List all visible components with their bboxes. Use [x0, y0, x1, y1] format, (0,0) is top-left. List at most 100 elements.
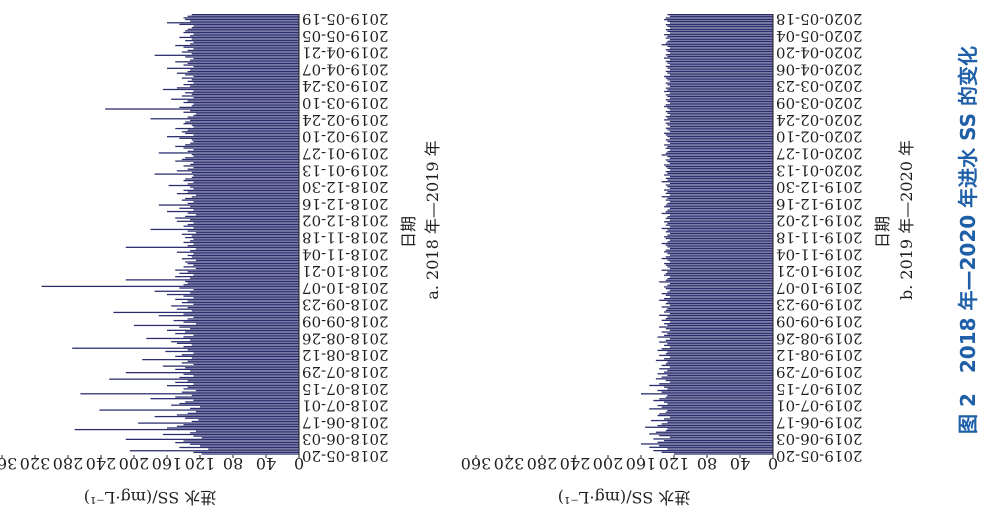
bar [661, 406, 774, 408]
bar [659, 368, 773, 370]
y-tick-label: 40 [256, 454, 276, 473]
bar [661, 331, 774, 333]
bar [669, 239, 774, 241]
bar [665, 192, 773, 195]
y-tick-label: 240 [560, 454, 591, 473]
y-tick-label: 80 [697, 454, 717, 473]
bar [669, 169, 774, 171]
bar [125, 246, 299, 248]
xlabel-a: 日期 [399, 216, 418, 248]
bar [645, 426, 774, 428]
date-label: 2018-07-15 [302, 380, 388, 398]
bar [650, 419, 773, 422]
bar [183, 179, 299, 182]
bar [193, 399, 299, 401]
bar [661, 212, 774, 215]
bar [185, 417, 299, 419]
bar [661, 348, 774, 350]
y-tick-label: 120 [659, 454, 690, 473]
date-label: 2020-05-04 [776, 27, 862, 45]
bar [665, 318, 773, 320]
date-label: 2020-05-18 [776, 10, 862, 28]
bar [193, 114, 299, 117]
bar [667, 229, 773, 231]
bar [665, 177, 773, 179]
bar [669, 261, 774, 263]
bar [171, 98, 300, 100]
bar [175, 381, 299, 384]
bar [187, 245, 300, 247]
bar [667, 271, 773, 273]
bar [183, 111, 299, 113]
bar [669, 194, 774, 196]
bar [641, 443, 773, 445]
bar [659, 398, 773, 400]
bar [669, 52, 774, 54]
bar [665, 147, 773, 149]
bar [669, 329, 774, 332]
bar [667, 374, 773, 377]
bar [72, 347, 300, 349]
bar [669, 282, 774, 285]
bar [669, 80, 774, 83]
bar [665, 166, 773, 168]
bar [667, 30, 773, 32]
bar [190, 249, 299, 252]
bar [187, 380, 300, 382]
bar [664, 344, 773, 347]
bar [669, 130, 774, 133]
bar [181, 131, 299, 133]
bar [185, 236, 299, 239]
bar [664, 174, 773, 176]
bar [665, 429, 773, 432]
bar [667, 403, 773, 405]
bar [190, 35, 299, 37]
bar [669, 157, 774, 159]
bar [183, 31, 299, 34]
bar [181, 258, 299, 260]
bar [175, 441, 299, 444]
bar [187, 349, 300, 351]
bar [190, 407, 299, 410]
bar [167, 385, 299, 387]
bar [185, 178, 299, 180]
bar [171, 305, 300, 307]
bar [183, 424, 299, 426]
bar [193, 25, 299, 27]
bar [667, 14, 773, 16]
date-label: 2018-12-16 [302, 195, 388, 213]
bar [191, 196, 299, 198]
date-label: 2019-09-23 [776, 296, 862, 314]
bar [667, 20, 773, 22]
bar [653, 449, 774, 452]
bar [667, 197, 773, 200]
bar [193, 66, 299, 68]
bar [193, 201, 299, 203]
date-label: 2018-11-18 [302, 229, 388, 247]
date-label: 2020-03-09 [776, 94, 862, 112]
bar [661, 242, 774, 245]
bar [665, 134, 773, 136]
bar [183, 336, 299, 338]
bar [667, 388, 773, 390]
bar [667, 409, 773, 412]
bar [193, 352, 299, 354]
bar [195, 232, 300, 234]
bar [661, 181, 774, 183]
bar [665, 82, 773, 84]
bar [667, 100, 773, 103]
bar [154, 415, 300, 418]
bar [191, 79, 299, 81]
bar [665, 231, 773, 233]
bar [667, 448, 773, 450]
bar [185, 132, 299, 135]
bar [655, 378, 773, 380]
bar [191, 420, 299, 423]
bar [191, 235, 299, 237]
bar [193, 297, 299, 299]
bar [669, 27, 774, 29]
bar [667, 308, 773, 310]
bar [181, 354, 299, 356]
